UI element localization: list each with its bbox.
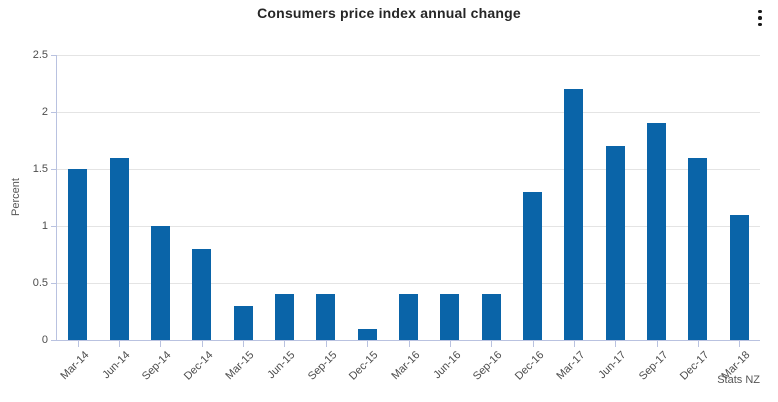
y-axis-tick	[51, 283, 56, 284]
x-axis-tick	[532, 341, 534, 347]
x-axis-tick	[119, 341, 121, 347]
bar-jun-17[interactable]	[605, 146, 625, 340]
x-axis-line	[56, 340, 760, 341]
gridline	[57, 169, 760, 170]
x-axis-tick	[201, 341, 203, 347]
y-axis-tick	[51, 226, 56, 227]
x-axis-tick	[656, 341, 658, 347]
bar-jun-14[interactable]	[109, 157, 129, 340]
bar-mar-16[interactable]	[399, 294, 418, 340]
bar-mar-15[interactable]	[233, 305, 253, 340]
y-axis-label: 0.5	[32, 277, 48, 289]
x-axis-tick	[573, 341, 575, 347]
y-axis-tick	[51, 340, 56, 341]
x-axis-tick	[325, 341, 327, 347]
bar-jun-15[interactable]	[274, 294, 294, 340]
y-axis-line	[56, 55, 57, 341]
y-axis-tick	[51, 112, 56, 113]
bar-sep-14[interactable]	[150, 226, 170, 340]
gridline	[57, 55, 760, 56]
bar-mar-17[interactable]	[564, 89, 584, 340]
x-axis-tick	[367, 341, 369, 347]
x-axis-tick	[160, 341, 162, 347]
kebab-dot	[758, 22, 762, 27]
kebab-menu-icon[interactable]	[751, 6, 769, 30]
bar-jun-16[interactable]	[440, 294, 460, 340]
gridline	[57, 283, 760, 284]
bar-dec-15[interactable]	[357, 328, 377, 340]
bar-sep-16[interactable]	[481, 294, 501, 340]
y-axis-tick	[51, 169, 56, 170]
bar-sep-17[interactable]	[647, 123, 667, 340]
x-axis-tick	[408, 341, 410, 347]
x-axis-tick	[449, 341, 451, 347]
y-axis-label: 1	[41, 220, 48, 232]
bar-dec-14[interactable]	[192, 248, 212, 340]
x-axis-tick	[77, 341, 79, 347]
kebab-dot	[758, 16, 762, 20]
bar-dec-17[interactable]	[688, 157, 708, 340]
bar-dec-16[interactable]	[523, 191, 543, 340]
y-axis-label: 2	[41, 106, 48, 118]
x-axis-tick	[243, 341, 245, 347]
gridline	[57, 112, 760, 113]
attribution-stats-nz: Stats NZ	[717, 374, 760, 386]
gridline	[57, 226, 760, 227]
kebab-dot	[758, 9, 762, 14]
bar-mar-18[interactable]	[729, 214, 749, 340]
chart-title: Consumers price index annual change	[257, 5, 521, 21]
x-axis-tick	[697, 341, 699, 347]
y-axis-title: Percent	[10, 178, 22, 216]
x-axis-tick	[491, 341, 493, 347]
bar-sep-15[interactable]	[316, 294, 336, 340]
y-axis-tick	[51, 55, 56, 56]
y-axis-label: 0	[41, 334, 48, 346]
x-axis-tick	[615, 341, 617, 347]
y-axis-label: 1.5	[32, 163, 48, 175]
x-axis-tick	[739, 341, 741, 347]
y-axis-label: 2.5	[32, 49, 48, 61]
x-axis-tick	[284, 341, 286, 347]
bar-mar-14[interactable]	[68, 169, 88, 340]
